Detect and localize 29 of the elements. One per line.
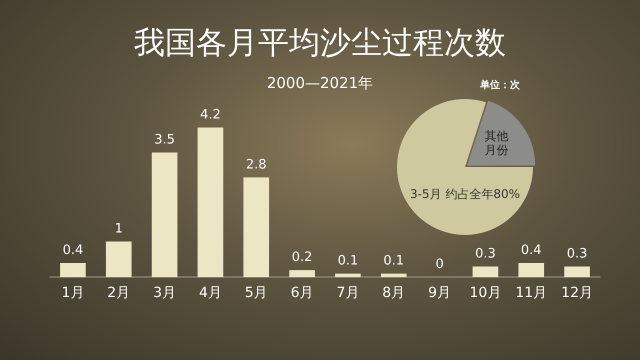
- x-tick-label: 8月: [382, 285, 406, 302]
- x-tick-label: 3月: [153, 285, 176, 302]
- x-tick-label: 11月: [515, 285, 548, 302]
- data-label: 0.3: [566, 246, 588, 262]
- data-label: 0.3: [475, 246, 496, 262]
- data-label: 0: [435, 257, 444, 272]
- x-tick-label: 4月: [198, 285, 222, 302]
- text: 单位：次: [480, 78, 520, 92]
- x-tick-label: 10月: [470, 285, 502, 302]
- slice-label: 其他月份: [484, 129, 509, 158]
- x-tick-label: 6月: [290, 285, 314, 302]
- x-tick-label: 7月: [336, 285, 360, 302]
- data-label: 0.1: [338, 254, 358, 269]
- data-label: 0.4: [62, 242, 84, 258]
- data-label: 2.8: [246, 157, 267, 172]
- slice-label: 3-5月 约占全年80%: [410, 187, 520, 202]
- x-tick-label: 12月: [561, 285, 593, 302]
- data-label: 0.4: [520, 242, 542, 258]
- data-label: 3.5: [154, 132, 175, 148]
- data-label: 0.2: [292, 250, 312, 265]
- chart-title: 我国各月平均沙尘过程次数: [133, 24, 507, 63]
- x-tick-label: 5月: [244, 285, 268, 302]
- x-tick-label: 2月: [107, 285, 130, 302]
- data-label: 4.2: [200, 107, 221, 122]
- x-tick-label: 9月: [428, 285, 452, 302]
- x-tick-label: 1月: [61, 285, 84, 302]
- data-label: 0.1: [383, 254, 404, 269]
- data-label: 1: [114, 221, 123, 236]
- chart-subtitle: 2000—2021年: [266, 74, 374, 92]
